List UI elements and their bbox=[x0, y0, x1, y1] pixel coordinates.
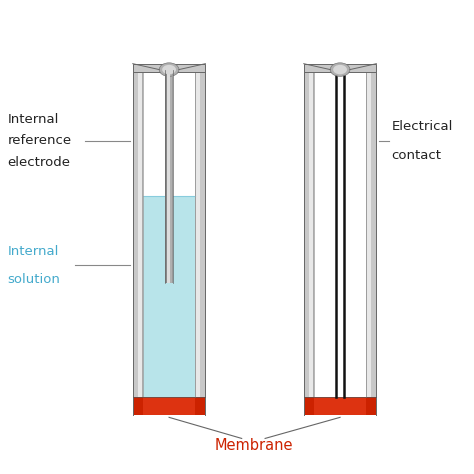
Bar bbox=[133, 64, 205, 72]
Bar bbox=[304, 64, 376, 72]
Bar bbox=[304, 72, 314, 397]
Bar bbox=[133, 72, 143, 397]
Bar bbox=[195, 72, 205, 397]
Bar bbox=[314, 397, 366, 415]
Bar bbox=[142, 72, 143, 397]
Ellipse shape bbox=[333, 65, 347, 74]
Text: Internal: Internal bbox=[8, 113, 59, 127]
Text: solution: solution bbox=[8, 273, 60, 286]
Bar bbox=[165, 70, 166, 283]
Bar bbox=[366, 72, 367, 397]
Bar bbox=[167, 70, 170, 283]
Text: Electrical: Electrical bbox=[392, 120, 453, 133]
Text: reference: reference bbox=[8, 135, 72, 147]
Bar bbox=[165, 70, 173, 283]
Bar bbox=[367, 72, 371, 397]
Bar bbox=[366, 72, 376, 397]
Text: electrode: electrode bbox=[8, 155, 71, 169]
Bar bbox=[310, 72, 313, 397]
Text: contact: contact bbox=[392, 148, 442, 162]
Bar bbox=[138, 72, 142, 397]
Bar bbox=[133, 397, 205, 415]
Bar bbox=[313, 72, 314, 397]
Text: Membrane: Membrane bbox=[214, 438, 292, 453]
Bar bbox=[196, 72, 200, 397]
Bar bbox=[304, 397, 376, 415]
Ellipse shape bbox=[330, 63, 350, 76]
Text: Internal: Internal bbox=[8, 245, 59, 257]
Bar bbox=[143, 196, 195, 397]
Ellipse shape bbox=[162, 65, 176, 74]
Bar bbox=[143, 397, 195, 415]
Bar bbox=[195, 72, 196, 397]
Ellipse shape bbox=[159, 63, 179, 76]
Bar bbox=[172, 70, 173, 283]
